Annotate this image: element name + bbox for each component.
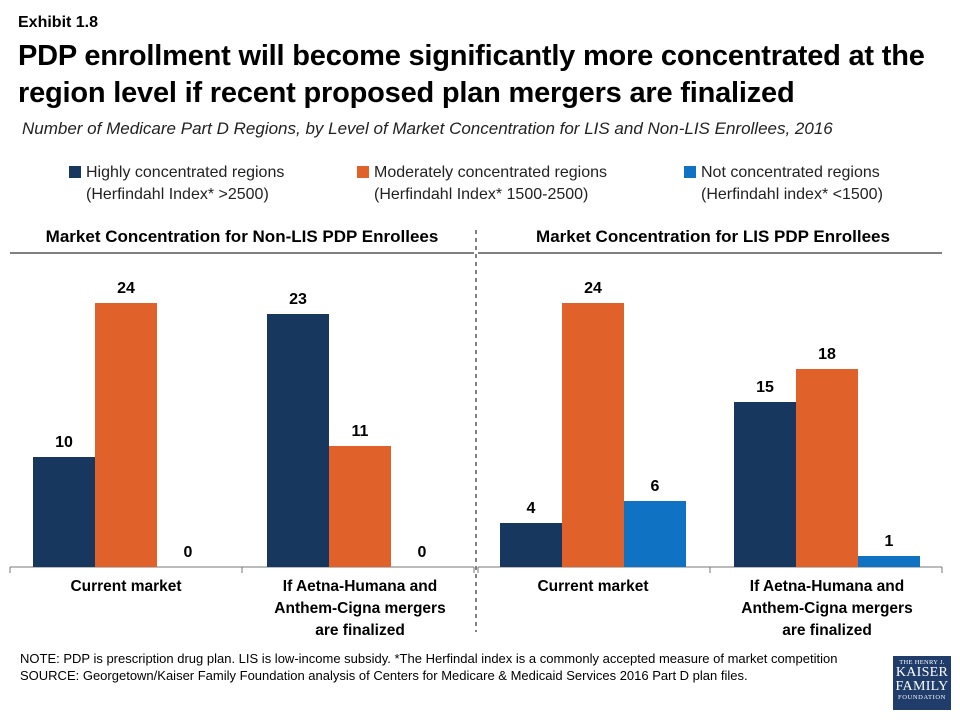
data-label: 0 <box>418 544 427 561</box>
legend-sublabel: (Herfindahl Index* >2500) <box>86 186 269 203</box>
data-label: 15 <box>756 379 774 396</box>
legend-item-not: Not concentrated regions (Herfindahl ind… <box>684 162 883 206</box>
legend-label: Not concentrated regions <box>701 164 880 181</box>
bar <box>796 369 858 567</box>
category-label: Current market <box>537 578 648 595</box>
exhibit-label: Exhibit 1.8 <box>18 14 99 31</box>
bar <box>562 303 624 567</box>
note-text: NOTE: PDP is prescription drug plan. LIS… <box>20 651 838 666</box>
legend-swatch-highly <box>69 166 81 178</box>
bar <box>267 314 329 567</box>
bar <box>624 501 686 567</box>
legend-item-highly: Highly concentrated regions (Herfindahl … <box>69 162 285 206</box>
legend-swatch-moderately <box>357 166 369 178</box>
bar <box>329 446 391 567</box>
bar <box>734 402 796 567</box>
footnote: NOTE: PDP is prescription drug plan. LIS… <box>20 650 880 684</box>
category-label: If Aetna-Humana and <box>750 578 904 595</box>
data-label: 1 <box>885 533 894 550</box>
bar <box>95 303 157 567</box>
bar <box>858 556 920 567</box>
logo-line: FAMILY <box>895 679 949 694</box>
page-title: PDP enrollment will become significantly… <box>18 40 925 109</box>
category-label: If Aetna-Humana and <box>283 578 437 595</box>
bar <box>500 523 562 567</box>
legend-swatch-not <box>684 166 696 178</box>
data-label: 10 <box>55 434 73 451</box>
panel-title: Market Concentration for LIS PDP Enrolle… <box>536 227 890 246</box>
data-label: 4 <box>527 500 536 517</box>
category-label: Current market <box>70 578 181 595</box>
bar <box>33 457 95 567</box>
data-label: 0 <box>184 544 193 561</box>
chart-subtitle: Number of Medicare Part D Regions, by Le… <box>22 119 833 138</box>
data-label: 23 <box>289 291 307 308</box>
data-label: 24 <box>584 280 602 297</box>
panel-title: Market Concentration for Non-LIS PDP Enr… <box>46 227 439 246</box>
logo-line: THE HENRY J. <box>899 659 945 666</box>
kff-logo: THE HENRY J. KAISER FAMILY FOUNDATION <box>893 656 951 710</box>
legend-label: Moderately concentrated regions <box>374 164 608 181</box>
logo-line: KAISER <box>895 665 949 680</box>
data-label: 6 <box>651 478 660 495</box>
data-label: 18 <box>818 346 836 363</box>
legend-label: Highly concentrated regions <box>86 164 285 181</box>
category-label: are finalized <box>782 622 872 639</box>
data-label: 24 <box>117 280 135 297</box>
data-label: 11 <box>352 423 369 440</box>
legend-item-moderately: Moderately concentrated regions (Herfind… <box>357 162 608 206</box>
source-text: SOURCE: Georgetown/Kaiser Family Foundat… <box>20 668 748 683</box>
category-label: Anthem-Cigna mergers <box>741 600 912 617</box>
logo-line: FOUNDATION <box>898 694 946 701</box>
category-label: are finalized <box>315 622 405 639</box>
legend-sublabel: (Herfindahl Index* 1500-2500) <box>374 186 589 203</box>
legend-sublabel: (Herfindahl index* <1500) <box>701 186 883 203</box>
category-label: Anthem-Cigna mergers <box>274 600 445 617</box>
